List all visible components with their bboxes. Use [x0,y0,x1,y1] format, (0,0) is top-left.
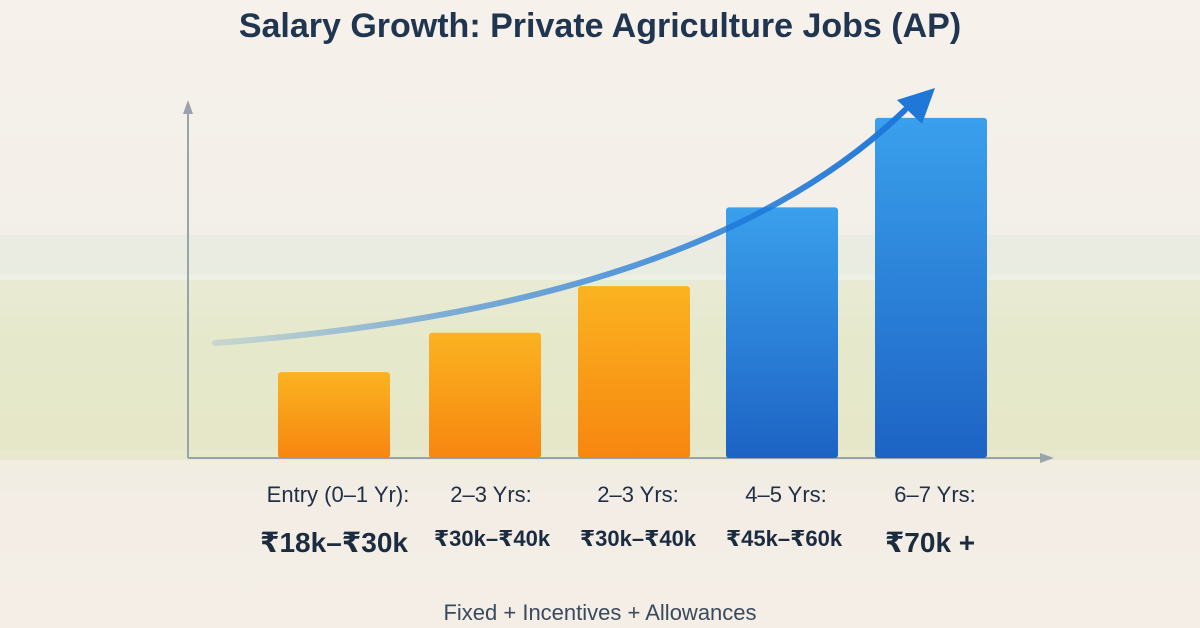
bar-4 [726,207,838,458]
trend-arrowhead [897,88,935,124]
chart-title: Salary Growth: Private Agriculture Jobs … [238,7,962,45]
bar-1 [278,372,390,458]
value-label: ₹45k–₹60k [725,526,843,551]
bar-5 [875,117,987,459]
value-label: ₹30k–₹40k [579,526,697,551]
bar-3 [578,286,690,458]
footer-note: Fixed + Incentives + Allowances [443,600,757,625]
category-label: Entry (0–1 Yr): [266,482,410,507]
y-axis-arrowhead [183,100,193,114]
bar-2 [429,332,541,458]
trend-arrow [212,107,908,346]
category-label: 2–3 Yrs: [597,482,679,507]
category-label: 4–5 Yrs: [745,482,827,507]
value-label: ₹18k–₹30k [260,527,408,558]
category-label: 2–3 Yrs: [450,482,532,507]
value-label: ₹30k–₹40k [433,526,551,551]
value-label: ₹70k + [884,527,976,558]
x-axis-arrowhead [1040,453,1054,463]
category-label: 6–7 Yrs: [894,482,976,507]
